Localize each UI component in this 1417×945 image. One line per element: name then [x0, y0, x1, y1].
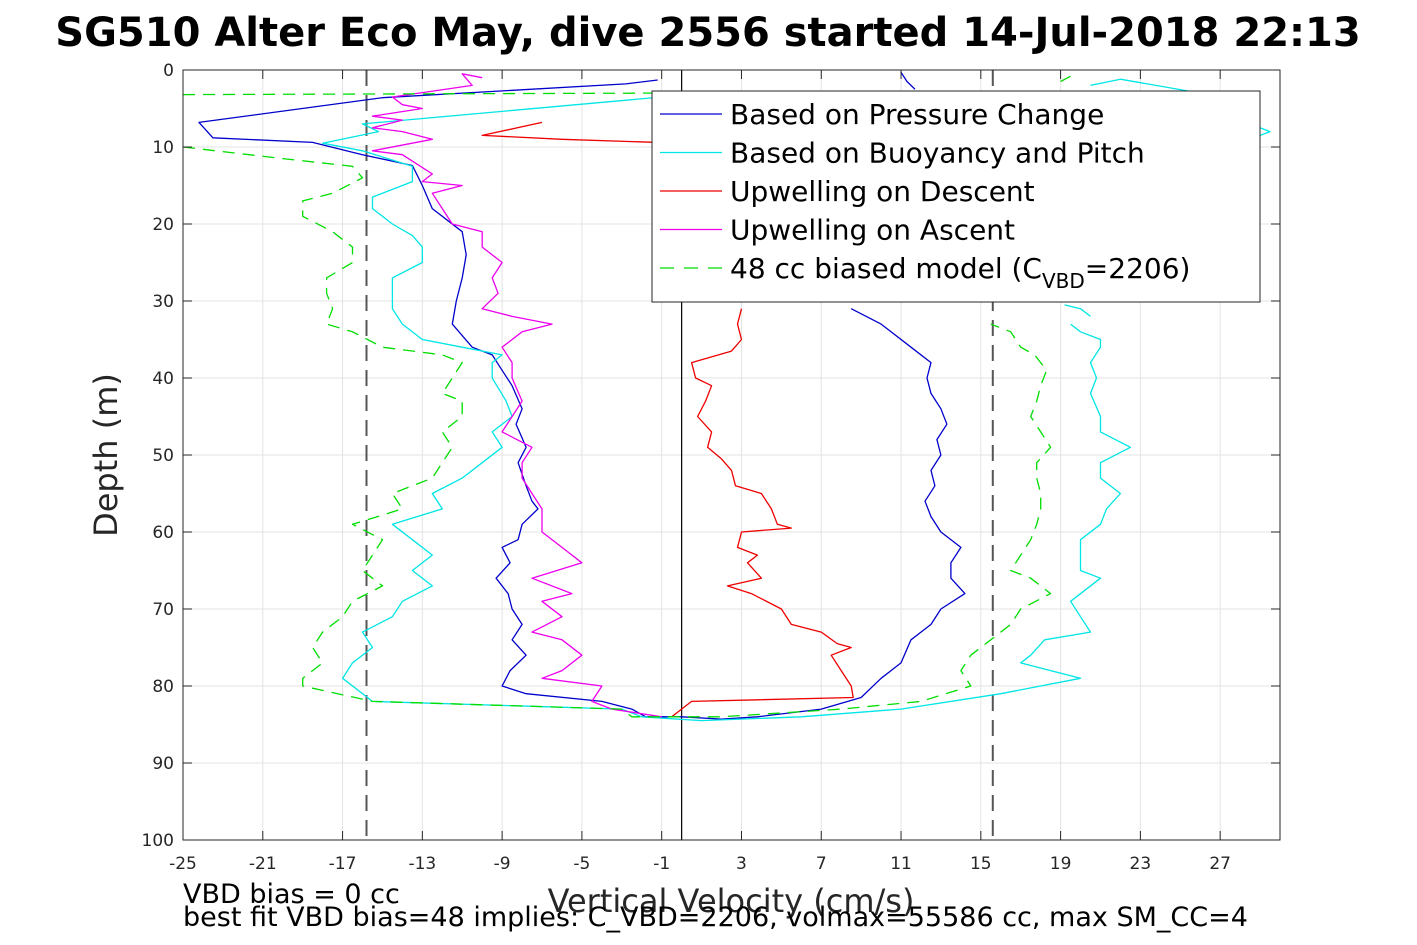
x-tick-label: 15 — [970, 854, 992, 874]
y-tick-label: 10 — [152, 138, 174, 158]
legend-label: Based on Pressure Change — [730, 98, 1104, 131]
series-line — [481, 121, 682, 144]
x-tick-label: -21 — [249, 854, 277, 874]
y-axis-label: Depth (m) — [87, 373, 125, 537]
series-line — [321, 96, 1132, 722]
y-tick-label: 70 — [152, 600, 174, 620]
y-tick-label: 100 — [142, 831, 174, 851]
series-3 — [481, 121, 854, 718]
y-tick-label: 20 — [152, 215, 174, 235]
y-tick-label: 30 — [152, 292, 174, 312]
legend-label-text: Based on Pressure Change — [730, 98, 1104, 131]
legend-label: 48 cc biased model (CVBD=2206) — [730, 252, 1190, 293]
series-line — [671, 308, 854, 718]
series-group — [183, 71, 1271, 722]
series-1 — [198, 71, 966, 720]
x-tick-label: 3 — [736, 854, 747, 874]
x-tick-label: 19 — [1050, 854, 1072, 874]
series-line — [371, 73, 662, 718]
legend-label-text: Based on Buoyancy and Pitch — [730, 137, 1145, 170]
y-axis-ticks: 0 10 20 30 40 50 60 70 80 90 100 — [142, 61, 1280, 851]
y-tick-label: 50 — [152, 446, 174, 466]
y-tick-label: 0 — [163, 61, 174, 81]
legend-box — [651, 90, 1261, 303]
x-tick-label: -17 — [329, 854, 357, 874]
x-axis-label: Vertical Velocity (cm/s) — [548, 882, 915, 920]
legend-label-subscript: VBD — [1042, 269, 1085, 293]
y-tick-label: 90 — [152, 754, 174, 774]
y-tick-label: 40 — [152, 369, 174, 389]
legend-label: Upwelling on Descent — [730, 175, 1035, 208]
legend-label-suffix: =2206) — [1085, 252, 1191, 285]
series-line — [1064, 304, 1091, 317]
x-tick-label: 11 — [890, 854, 912, 874]
legend-label: Based on Buoyancy and Pitch — [730, 137, 1145, 170]
x-tick-label: 27 — [1209, 854, 1231, 874]
x-tick-label: 23 — [1130, 854, 1152, 874]
chart-title: SG510 Alter Eco May, dive 2556 started 1… — [55, 10, 1360, 56]
legend-label-text: Upwelling on Ascent — [730, 214, 1015, 247]
y-tick-label: 80 — [152, 677, 174, 697]
x-tick-label: -1 — [653, 854, 670, 874]
best-fit-annotation: best fit VBD bias=48 implies: C_VBD=2206… — [183, 902, 1248, 933]
legend-label-text: Upwelling on Descent — [730, 175, 1035, 208]
series-line — [198, 79, 966, 720]
x-tick-label: -13 — [408, 854, 436, 874]
x-tick-label: -5 — [573, 854, 590, 874]
vbd-bias-annotation: VBD bias = 0 cc — [183, 879, 400, 910]
series-line — [183, 146, 1052, 718]
x-axis-ticks: -25 -21 -17 -13 -9 -5 -1 3 7 11 15 19 23 27 — [169, 70, 1231, 874]
series-5 — [183, 75, 1071, 718]
series-4 — [371, 73, 662, 718]
series-line — [1060, 75, 1071, 83]
x-tick-label: -9 — [494, 854, 511, 874]
legend-label-text: 48 cc biased model (C — [730, 252, 1042, 285]
y-tick-label: 60 — [152, 523, 174, 543]
x-tick-label: 7 — [816, 854, 827, 874]
x-tick-label: -25 — [169, 854, 197, 874]
series-line — [900, 71, 916, 90]
legend: Based on Pressure Change Based on Buoyanc… — [651, 90, 1261, 303]
legend-label: Upwelling on Ascent — [730, 214, 1015, 247]
